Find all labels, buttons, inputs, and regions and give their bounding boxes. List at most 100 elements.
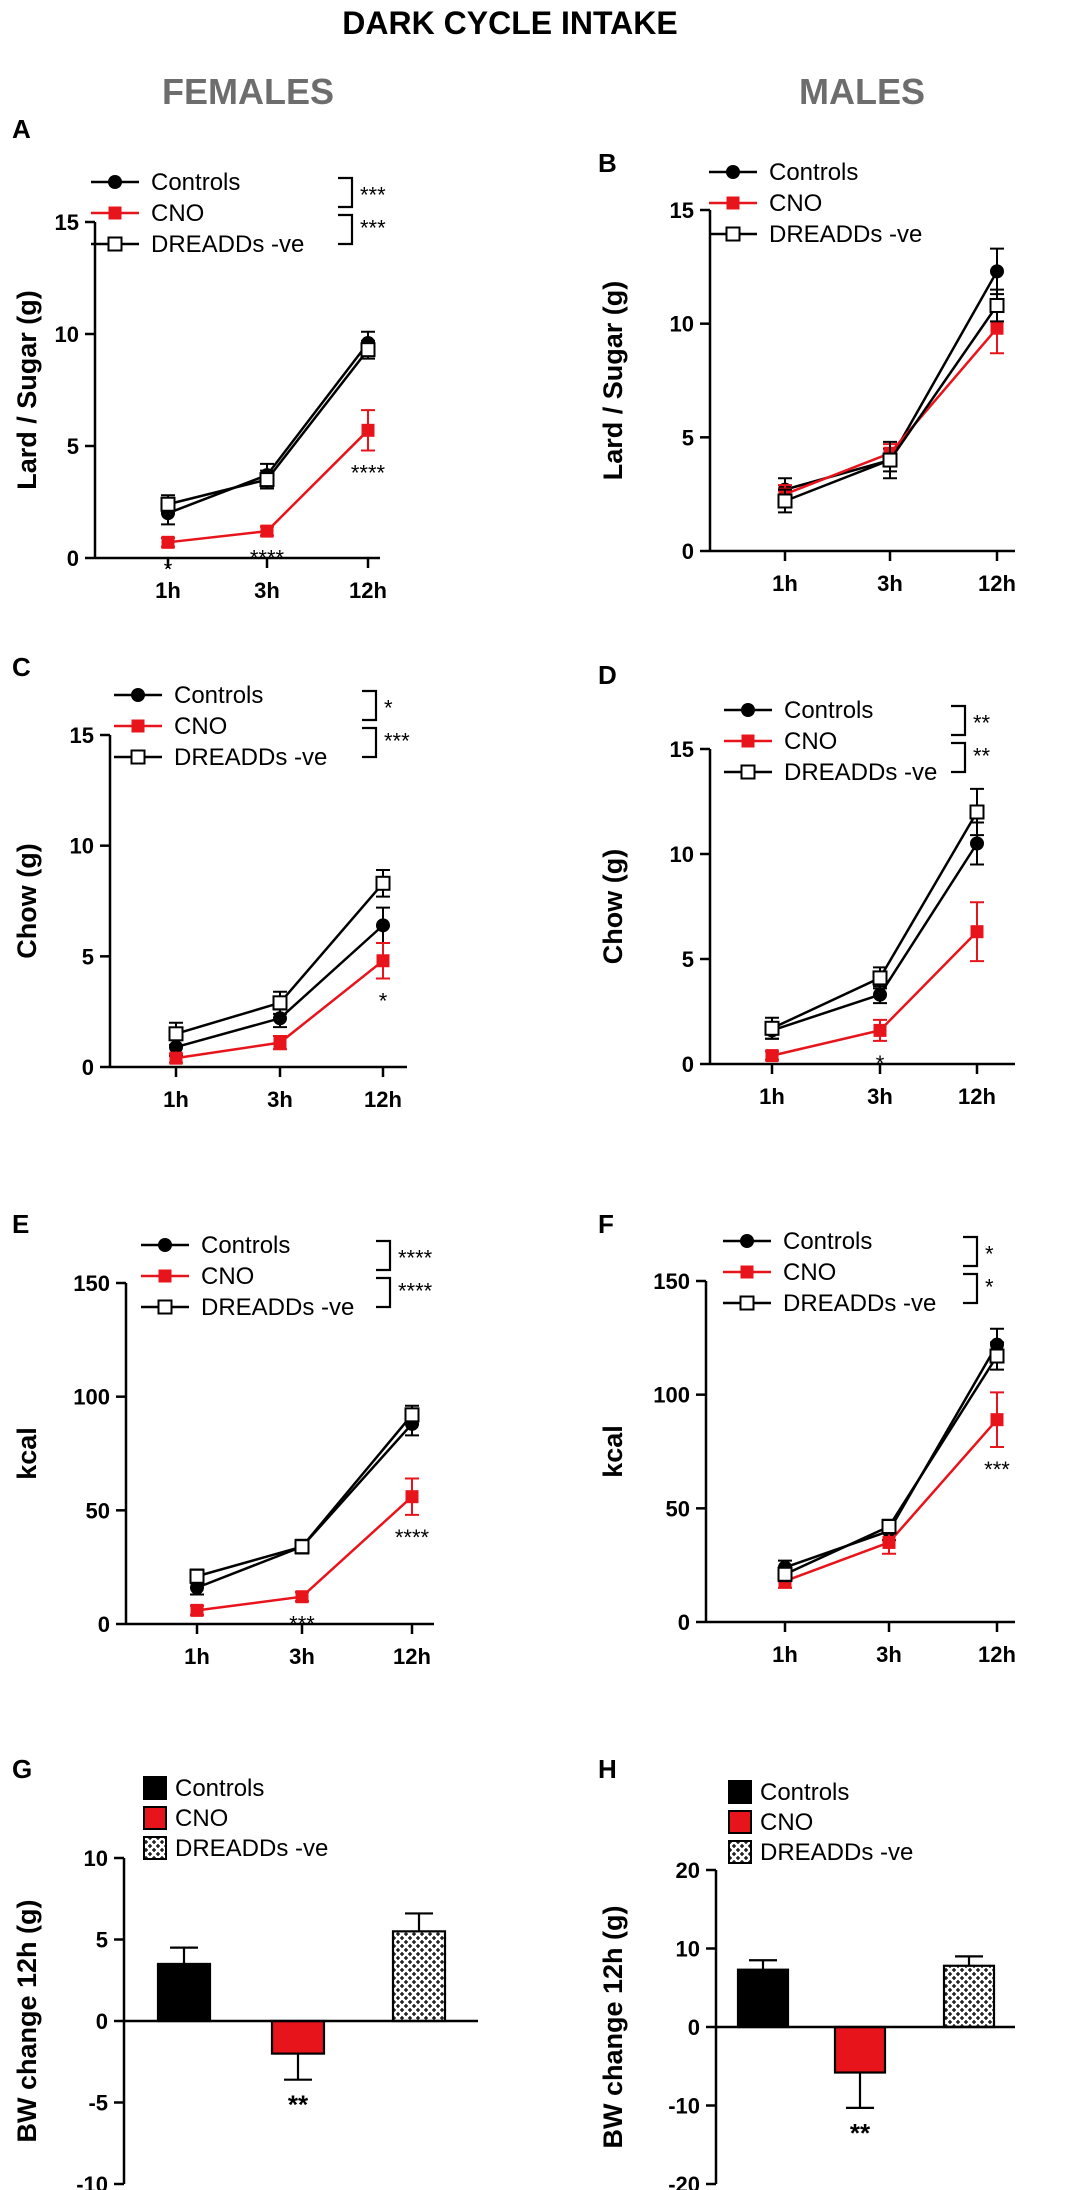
y-tick-label: 0: [82, 1055, 94, 1080]
y-tick-label: 100: [73, 1385, 110, 1410]
data-point-cno: [161, 535, 175, 549]
bar-dreadds: [391, 1930, 447, 2023]
data-point-dreadds: [881, 1519, 897, 1535]
point-significance: ****: [395, 1525, 430, 1550]
legend-label: CNO: [769, 190, 822, 217]
legend-marker: [741, 703, 755, 717]
bracket-significance: **: [973, 711, 991, 736]
data-point-cno: [376, 954, 390, 968]
x-tick-label: 3h: [867, 1084, 893, 1109]
panel-letter: F: [598, 1209, 614, 1239]
legend-marker: [131, 719, 145, 733]
panel-letter: C: [12, 652, 31, 682]
bar-significance: **: [850, 2118, 871, 2148]
y-tick-label: 10: [670, 312, 694, 337]
significance-bracket: [376, 1276, 392, 1309]
y-tick-label: -10: [76, 2172, 108, 2190]
bar-controls: [156, 1962, 212, 2023]
data-point-cno: [273, 1036, 287, 1050]
legend-marker: [157, 1299, 173, 1315]
bracket-significance: *: [384, 696, 393, 721]
x-tick-label: 12h: [364, 1087, 402, 1112]
legend-label: DREADDs -ve: [201, 1294, 354, 1321]
legend-label: CNO: [201, 1263, 254, 1290]
legend-marker: [740, 1234, 754, 1248]
panel-h: H -20 -10 0 10 20 BW change 12h (g) ** Controls C…: [598, 1754, 1015, 2190]
legend-label: Controls: [784, 697, 873, 724]
data-point-cno: [765, 1049, 779, 1063]
y-tick-label: 0: [682, 1052, 694, 1077]
significance-bracket: [376, 1239, 392, 1272]
data-point-controls: [990, 264, 1004, 279]
x-tick-label: 3h: [289, 1644, 315, 1669]
data-point-cno: [169, 1051, 183, 1065]
legend-swatch: [143, 1836, 167, 1860]
bracket-significance: *: [985, 1275, 994, 1300]
significance-bracket: [963, 1272, 979, 1305]
x-tick-label: 1h: [759, 1084, 785, 1109]
significance-bracket: [338, 176, 354, 209]
data-point-dreadds: [969, 804, 985, 820]
data-point-controls: [970, 836, 984, 851]
legend-label: CNO: [784, 728, 837, 755]
x-tick-label: 1h: [772, 571, 798, 596]
legend-swatch: [143, 1776, 167, 1800]
data-point-dreadds: [872, 970, 888, 986]
y-tick-label: 50: [86, 1498, 110, 1523]
legend-label: Controls: [783, 1228, 872, 1255]
data-point-dreadds: [764, 1020, 780, 1036]
bracket-significance: ***: [384, 729, 410, 754]
legend-label: Controls: [175, 1775, 264, 1802]
data-point-dreadds: [259, 472, 275, 488]
data-point-controls: [873, 987, 887, 1002]
y-tick-label: 10: [670, 842, 694, 867]
bar-cno: [833, 2025, 887, 2074]
y-tick-label: 15: [70, 723, 94, 748]
y-tick-label: 0: [678, 1610, 690, 1635]
y-tick-label: 0: [682, 539, 694, 564]
legend-marker: [739, 1295, 755, 1311]
legend-label: DREADDs -ve: [784, 759, 937, 786]
legend-label: Controls: [174, 682, 263, 709]
data-point-controls: [190, 1580, 204, 1595]
x-tick-label: 12h: [958, 1084, 996, 1109]
legend-marker: [726, 165, 740, 179]
x-tick-label: 1h: [163, 1087, 189, 1112]
point-significance: ****: [250, 546, 285, 571]
point-significance: ***: [984, 1457, 1010, 1482]
legend-label: CNO: [151, 200, 204, 227]
x-tick-label: 1h: [155, 578, 181, 603]
panel-c: C 0 5 10 15 Chow (g) 1h 3h 12h * Controls CNO DREADD…: [12, 652, 410, 1112]
data-point-dreadds: [272, 995, 288, 1011]
column-heading-females: FEMALES: [162, 71, 334, 112]
data-point-dreadds: [777, 1566, 793, 1582]
panel-g: G -10 -5 0 5 10 BW change 12h (g) ** Controls CNO…: [12, 1754, 478, 2190]
legend-label: DREADDs -ve: [769, 221, 922, 248]
panel-letter: G: [12, 1754, 32, 1784]
legend-label: DREADDs -ve: [760, 1839, 913, 1866]
significance-bracket: [338, 213, 354, 246]
x-tick-label: 3h: [267, 1087, 293, 1112]
panel-letter: D: [598, 660, 617, 690]
data-point-cno: [295, 1590, 309, 1604]
point-significance: *: [379, 988, 388, 1013]
bracket-significance: ****: [398, 1279, 433, 1304]
legend-marker: [158, 1238, 172, 1252]
point-significance: *: [876, 1051, 885, 1076]
data-point-cno: [361, 423, 375, 437]
data-point-cno: [882, 1535, 896, 1549]
y-axis-label: Lard / Sugar (g): [598, 281, 628, 481]
data-point-cno: [990, 1413, 1004, 1427]
data-point-dreadds: [160, 496, 176, 512]
legend-swatch: [143, 1806, 167, 1830]
y-tick-label: 5: [682, 947, 694, 972]
y-tick-label: 0: [96, 2009, 108, 2034]
legend-label: Controls: [201, 1232, 290, 1259]
legend-label: CNO: [175, 1805, 228, 1832]
point-significance: *: [164, 557, 173, 582]
bracket-significance: ***: [360, 216, 386, 241]
legend-label: DREADDs -ve: [783, 1290, 936, 1317]
y-axis-label: BW change 12h (g): [598, 1905, 628, 2148]
